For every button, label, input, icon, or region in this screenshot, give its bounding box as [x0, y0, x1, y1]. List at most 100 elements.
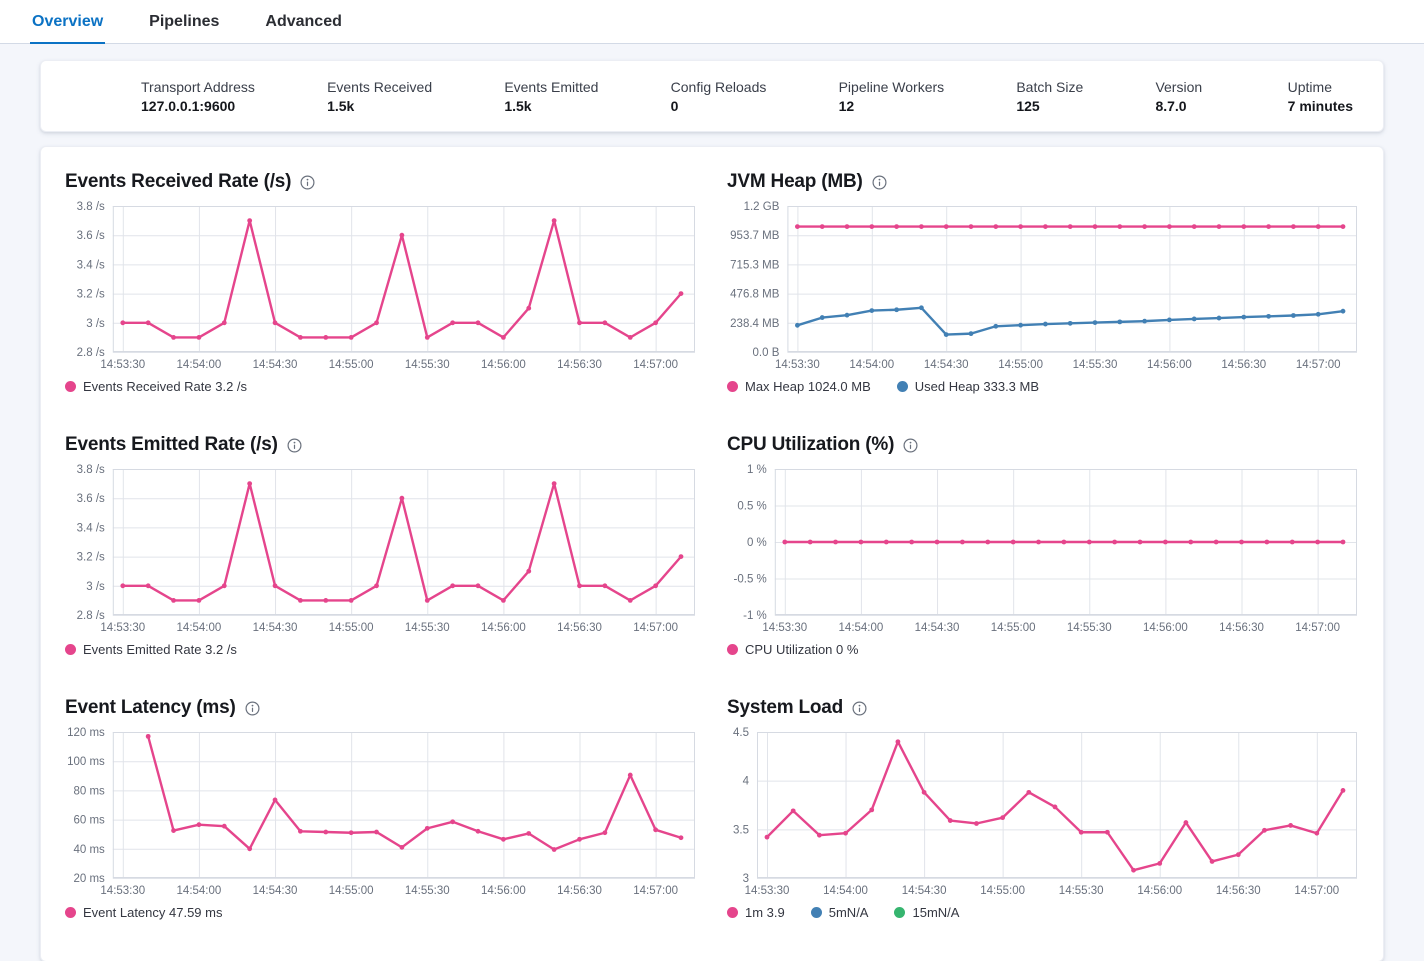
stat-events-received: Events Received 1.5k — [327, 79, 432, 114]
legend-item[interactable]: Event Latency 47.59 ms — [65, 905, 222, 920]
legend-item[interactable]: Events Received Rate 3.2 /s — [65, 379, 247, 394]
stat-label: Batch Size — [1016, 78, 1084, 95]
chart-events-emitted-rate: Events Emitted Rate (/s) 3.8 /s 3.6 /s 3.4… — [65, 434, 697, 657]
chart-title: Events Emitted Rate (/s) — [65, 434, 278, 455]
stat-value: 0 — [670, 97, 679, 114]
svg-text:14:53:30: 14:53:30 — [745, 885, 790, 897]
svg-text:14:55:00: 14:55:00 — [980, 885, 1025, 897]
info-icon[interactable] — [903, 437, 918, 453]
svg-text:-0.5 %: -0.5 % — [734, 574, 767, 586]
info-icon[interactable] — [287, 437, 302, 453]
svg-text:-1 %: -1 % — [743, 610, 767, 622]
svg-text:14:56:30: 14:56:30 — [1219, 622, 1264, 634]
svg-text:14:54:00: 14:54:00 — [823, 885, 868, 897]
stat-label: Config Reloads — [670, 78, 767, 95]
stat-label: Uptime — [1287, 78, 1332, 95]
svg-text:14:54:00: 14:54:00 — [177, 885, 222, 897]
legend-label: Used Heap 333.3 MB — [914, 379, 1040, 394]
svg-text:14:53:30: 14:53:30 — [100, 885, 145, 897]
svg-text:0.5 %: 0.5 % — [737, 501, 766, 513]
stat-value: 1.5k — [504, 97, 532, 114]
info-icon[interactable] — [300, 174, 315, 190]
stat-label: Events Emitted — [504, 78, 599, 95]
stat-transport-address: Transport Address 127.0.0.1:9600 — [141, 79, 255, 114]
legend-label: Event Latency 47.59 ms — [83, 905, 223, 920]
svg-text:14:54:00: 14:54:00 — [839, 622, 884, 634]
svg-text:14:55:00: 14:55:00 — [329, 885, 374, 897]
chart-plot: 3.8 /s 3.6 /s 3.4 /s 3.2 /s 3 /s 2.8 /s 14:53:… — [65, 464, 697, 637]
svg-text:3.4 /s: 3.4 /s — [77, 522, 105, 534]
svg-text:14:55:30: 14:55:30 — [405, 359, 450, 371]
legend-item[interactable]: Max Heap 1024.0 MB — [727, 379, 871, 394]
svg-text:14:55:30: 14:55:30 — [1067, 622, 1112, 634]
tab-overview[interactable]: Overview — [30, 3, 106, 44]
legend-label: CPU Utilization 0 % — [745, 642, 859, 657]
chart-events-received-rate: Events Received Rate (/s) 3.8 /s 3.6 /s 3.… — [65, 171, 697, 394]
legend-dot-icon — [727, 644, 738, 655]
chart-plot: 120 ms 100 ms 80 ms 60 ms 40 ms 20 ms 14:53:30… — [65, 727, 697, 900]
chart-plot: 1 % 0.5 % 0 % -0.5 % -1 % 14:53:30 14:54:00 14:… — [727, 464, 1359, 637]
svg-text:14:55:00: 14:55:00 — [329, 622, 374, 634]
svg-text:2.8 /s: 2.8 /s — [77, 610, 105, 622]
svg-text:3.2 /s: 3.2 /s — [77, 552, 105, 564]
svg-text:120 ms: 120 ms — [67, 727, 105, 739]
legend-label: Events Received Rate 3.2 /s — [83, 379, 248, 394]
svg-text:3.8 /s: 3.8 /s — [77, 201, 105, 213]
svg-text:3 /s: 3 /s — [86, 318, 105, 330]
info-icon[interactable] — [245, 700, 260, 716]
svg-text:14:54:00: 14:54:00 — [177, 359, 222, 371]
svg-text:715.3 MB: 715.3 MB — [730, 259, 780, 271]
legend-label: 5mN/A — [828, 905, 869, 920]
stat-value: 1.5k — [327, 97, 355, 114]
chart-plot: 1.2 GB 953.7 MB 715.3 MB 476.8 MB 238.4 MB 0.… — [727, 201, 1359, 374]
stat-value: 12 — [838, 97, 855, 114]
tab-advanced[interactable]: Advanced — [265, 13, 342, 30]
chart-legend: Event Latency 47.59 ms — [65, 905, 697, 920]
svg-text:100 ms: 100 ms — [67, 756, 105, 768]
svg-text:14:55:30: 14:55:30 — [1059, 885, 1104, 897]
legend-label: 1m 3.9 — [745, 905, 785, 920]
svg-text:3: 3 — [743, 873, 749, 885]
node-stats-summary-panel: Transport Address 127.0.0.1:9600 Events … — [40, 60, 1384, 132]
svg-text:1 %: 1 % — [747, 464, 767, 476]
svg-text:14:57:00: 14:57:00 — [1294, 885, 1339, 897]
svg-text:3.6 /s: 3.6 /s — [77, 230, 105, 242]
svg-text:14:56:00: 14:56:00 — [1137, 885, 1182, 897]
svg-text:238.4 MB: 238.4 MB — [730, 318, 780, 330]
stat-batch-size: Batch Size 125 — [1016, 79, 1083, 114]
svg-text:3 /s: 3 /s — [86, 581, 105, 593]
svg-text:14:54:00: 14:54:00 — [849, 359, 894, 371]
svg-text:14:55:30: 14:55:30 — [405, 622, 450, 634]
stat-config-reloads: Config Reloads 0 — [671, 79, 767, 114]
svg-text:14:56:30: 14:56:30 — [1221, 359, 1266, 371]
svg-text:14:56:30: 14:56:30 — [557, 622, 602, 634]
chart-legend: Max Heap 1024.0 MB Used Heap 333.3 MB — [727, 379, 1359, 394]
chart-legend: Events Emitted Rate 3.2 /s — [65, 642, 697, 657]
chart-cpu-utilization: CPU Utilization (%) 1 % 0.5 % 0 % -0.5 % -1 … — [727, 434, 1359, 657]
legend-item[interactable]: Used Heap 333.3 MB — [896, 379, 1040, 394]
legend-label: Events Emitted Rate 3.2 /s — [83, 642, 237, 657]
svg-text:14:56:30: 14:56:30 — [557, 359, 602, 371]
info-icon[interactable] — [852, 700, 867, 716]
svg-text:40 ms: 40 ms — [73, 844, 105, 856]
chart-event-latency: Event Latency (ms) 120 ms 100 ms 80 ms 60 m… — [65, 697, 697, 920]
chart-legend: CPU Utilization 0 % — [727, 642, 1359, 657]
svg-text:4.5: 4.5 — [733, 727, 749, 739]
stat-pipeline-workers: Pipeline Workers 12 — [839, 79, 945, 114]
svg-text:14:53:30: 14:53:30 — [762, 622, 807, 634]
legend-dot-icon — [727, 907, 738, 918]
stat-label: Pipeline Workers — [838, 78, 945, 95]
info-icon[interactable] — [872, 174, 887, 190]
svg-text:14:55:00: 14:55:00 — [998, 359, 1043, 371]
charts-panel: Events Received Rate (/s) 3.8 /s 3.6 /s 3.… — [40, 146, 1384, 961]
svg-text:3.6 /s: 3.6 /s — [77, 493, 105, 505]
legend-item[interactable]: 15mN/A — [894, 905, 959, 920]
legend-item[interactable]: CPU Utilization 0 % — [727, 642, 858, 657]
legend-item[interactable]: 5mN/A — [810, 905, 869, 920]
chart-title: JVM Heap (MB) — [727, 171, 863, 192]
tab-pipelines[interactable]: Pipelines — [149, 13, 220, 30]
svg-text:14:54:30: 14:54:30 — [902, 885, 947, 897]
legend-dot-icon — [727, 381, 738, 392]
legend-item[interactable]: 1m 3.9 — [727, 905, 785, 920]
legend-item[interactable]: Events Emitted Rate 3.2 /s — [65, 642, 237, 657]
